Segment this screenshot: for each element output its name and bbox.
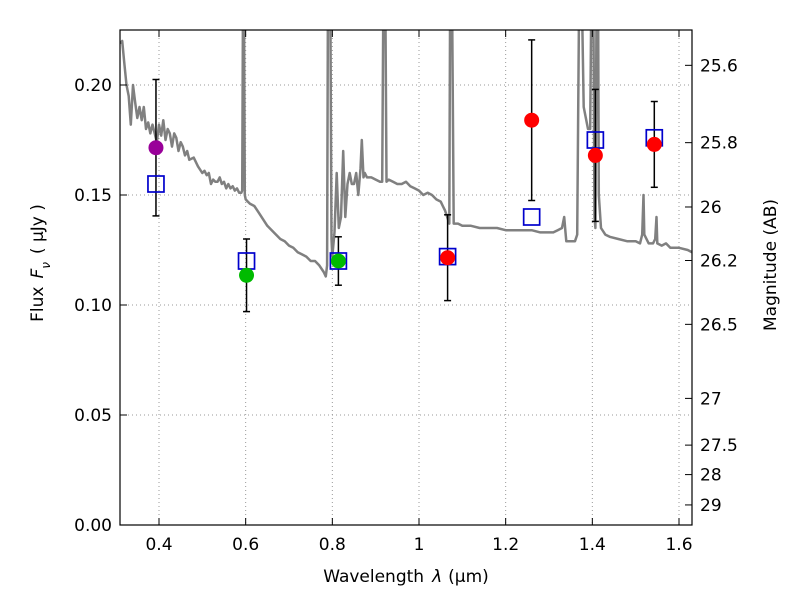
axis-ticks: 0.4 0.6 0.8 1 1.2 1.4 1.6 0.00 0.05 0.10 0.15 0.20 2…	[74, 30, 738, 555]
observed-flux-point	[524, 112, 540, 128]
model-photometry-square	[329, 252, 348, 270]
x-tick-label: 1	[414, 535, 425, 555]
magnitude-tick-label: 27.5	[700, 436, 738, 456]
magnitude-tick-label: 25.8	[700, 134, 738, 154]
right-axis-label: Magnitude (AB)	[761, 199, 781, 331]
y-tick-label: 0.15	[74, 186, 112, 206]
magnitude-tick-label: 27	[700, 389, 722, 409]
y-tick-label: 0.00	[74, 516, 112, 536]
magnitude-tick-label: 28	[700, 466, 722, 486]
model-spectrum-line	[120, 30, 692, 278]
observed-flux-point	[587, 147, 603, 163]
x-axis-label-unit: (μm)	[448, 567, 489, 587]
observed-flux-point	[440, 250, 456, 266]
x-axis-label: Wavelength λ (μm)	[323, 567, 489, 587]
x-tick-label: 1.4	[579, 535, 606, 555]
magnitude-tick-label: 26.2	[700, 251, 738, 271]
x-axis-label-prefix: Wavelength	[323, 567, 424, 587]
plot-area	[120, 30, 692, 525]
magnitude-tick-label: 25.6	[700, 56, 738, 76]
magnitude-tick-label: 29	[700, 496, 722, 516]
plot-frame	[119, 29, 693, 526]
observed-flux-point	[148, 140, 164, 156]
magnitude-tick-label: 26.5	[700, 315, 738, 335]
y-tick-label: 0.10	[74, 296, 112, 316]
y-axis-label-symbol: F	[28, 269, 48, 279]
observed-flux-point	[646, 136, 662, 152]
y-axis-label-subscript: ν	[39, 262, 53, 269]
x-tick-label: 1.6	[665, 535, 692, 555]
y-axis-label-unit: ( μJy )	[28, 204, 48, 254]
model-point-layer	[147, 128, 664, 270]
x-tick-label: 0.4	[145, 535, 172, 555]
observed-flux-point	[330, 253, 346, 269]
magnitude-tick-label: 26	[700, 198, 722, 218]
model-photometry-square	[522, 208, 541, 226]
x-tick-label: 1.2	[492, 535, 519, 555]
x-axis-label-symbol: λ	[431, 567, 442, 587]
model-spectrum-layer	[120, 30, 692, 278]
observed-point-layer	[148, 112, 662, 283]
y-tick-label: 0.05	[74, 406, 112, 426]
y-tick-label: 0.20	[74, 76, 112, 96]
y-axis-label: Flux Fν ( μJy )	[28, 204, 53, 322]
x-tick-label: 0.6	[232, 535, 259, 555]
y-axis-label-prefix: Flux	[28, 287, 48, 322]
x-tick-label: 0.8	[319, 535, 346, 555]
model-photometry-square	[147, 175, 165, 193]
observed-flux-point	[239, 267, 255, 283]
